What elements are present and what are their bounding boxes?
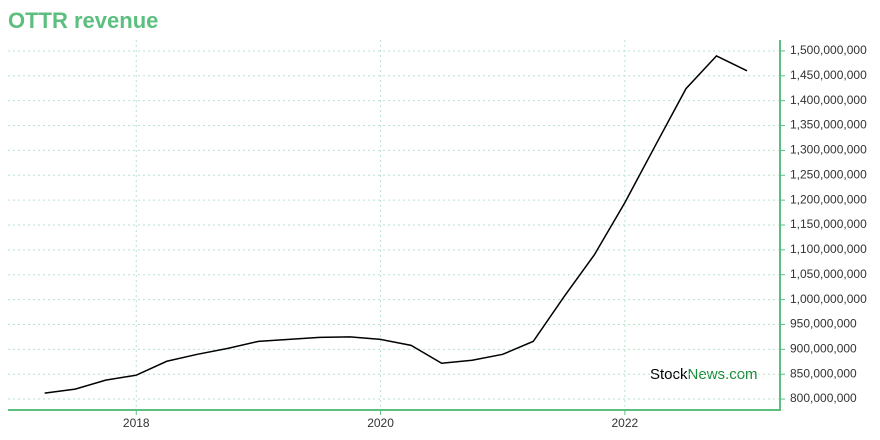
y-tick-label: 1,100,000,000 [790,242,867,256]
y-tick-label: 1,250,000,000 [790,167,867,181]
chart-title: OTTR revenue [8,8,158,33]
y-tick-label: 950,000,000 [790,317,857,331]
line [44,54,748,394]
y-tick-label: 1,350,000,000 [790,118,867,132]
y-tick-label: 1,500,000,000 [790,43,867,57]
watermark-news: News.com [688,366,758,383]
y-tick-label: 1,150,000,000 [790,217,867,231]
y-tick-label: 850,000,000 [790,366,857,380]
y-tick-label: 1,200,000,000 [790,192,867,206]
y-tick-label: 1,050,000,000 [790,267,867,281]
y-tick-label: 800,000,000 [790,391,857,405]
y-tick-label: 900,000,000 [790,341,857,355]
y-tick-label: 1,000,000,000 [790,292,867,306]
y-tick-label: 1,400,000,000 [790,93,867,107]
x-tick-label: 2020 [367,416,394,430]
y-tick-label: 1,300,000,000 [790,143,867,157]
y-tick-label: 1,450,000,000 [790,68,867,82]
x-tick-label: 2022 [612,416,639,430]
x-tick-label: 2018 [123,416,150,430]
